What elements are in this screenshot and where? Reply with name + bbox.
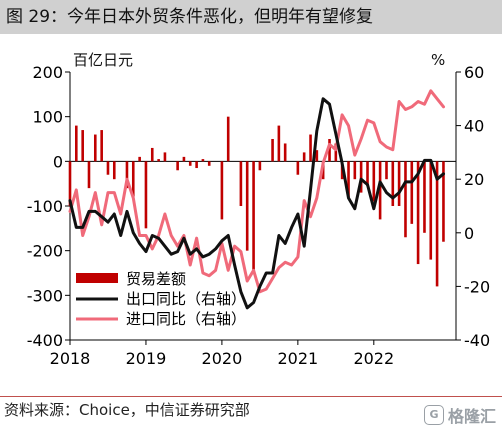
- left-tick-label: -400: [27, 331, 63, 350]
- trade-balance-bar: [220, 161, 224, 220]
- footer-divider: [0, 396, 502, 397]
- trade-balance-bar: [328, 139, 331, 162]
- right-axis-unit: %: [431, 51, 445, 69]
- right-tick-label: 60: [464, 63, 484, 82]
- trade-balance-bar: [296, 161, 300, 175]
- trade-balance-bar: [93, 134, 97, 162]
- trade-balance-bar: [106, 161, 110, 175]
- chart-container: 百亿日元% 200 100 0 -100 -200 -300 -400 60 40 20 0 -20 -4…: [0, 44, 502, 384]
- x-tick-label: 2020: [202, 349, 243, 368]
- trade-balance-bar: [442, 161, 445, 242]
- trade-balance-bar: [87, 161, 91, 189]
- trade-balance-bar: [68, 161, 72, 206]
- trade-balance-bar: [245, 161, 249, 251]
- trade-balance-bar: [125, 161, 129, 189]
- trade-balance-bar: [226, 116, 230, 162]
- trade-balance-bar: [302, 152, 306, 162]
- trade-balance-bar: [239, 161, 243, 206]
- legend-import-label: 进口同比（右轴）: [126, 310, 246, 328]
- right-tick-label: 40: [464, 117, 484, 136]
- trade-balance-bar: [397, 161, 401, 206]
- trade-balance-bar: [283, 143, 287, 162]
- left-tick-label: 200: [32, 63, 63, 82]
- trade-balance-bar: [252, 161, 255, 273]
- right-tick-label: -40: [464, 331, 490, 350]
- trade-balance-bar: [347, 161, 350, 198]
- trade-balance-bar: [195, 161, 198, 169]
- trade-balance-bar: [182, 156, 186, 162]
- trade-balance-bar: [366, 161, 369, 186]
- right-tick-label: -20: [464, 277, 490, 296]
- left-tick-label: 0: [53, 152, 63, 171]
- trade-balance-bar: [138, 156, 141, 162]
- legend-export-label: 出口同比（右轴）: [126, 290, 246, 308]
- trade-balance-bar: [112, 161, 116, 180]
- import-yoy-line: [68, 89, 445, 294]
- trade-balance-bar: [391, 161, 395, 206]
- x-tick-label: 2022: [353, 349, 394, 368]
- left-tick-label: -100: [27, 197, 63, 216]
- gelonghui-logo: G 格隆汇: [423, 403, 496, 427]
- trade-balance-bar: [429, 161, 433, 260]
- x-tick-label: 2018: [50, 349, 91, 368]
- right-tick-label: 0: [464, 224, 474, 243]
- trade-balance-bar: [423, 161, 426, 233]
- trade-balance-bar: [315, 150, 319, 162]
- trade-balance-bar: [385, 161, 388, 180]
- right-tick-label: 20: [464, 170, 484, 189]
- logo-icon: G: [423, 405, 444, 425]
- source-note: 资料来源：Choice，中信证券研究部: [4, 401, 250, 419]
- trade-balance-bar: [435, 161, 439, 287]
- trade-balance-bar: [277, 125, 281, 162]
- left-axis-unit: 百亿日元: [73, 51, 133, 69]
- x-tick-label: 2021: [277, 349, 318, 368]
- trade-balance-bar: [144, 161, 148, 229]
- trade-balance-bar: [378, 161, 382, 220]
- trade-balance-bar: [100, 130, 103, 162]
- trade-balance-bar: [207, 161, 211, 166]
- left-tick-label: -200: [27, 242, 63, 261]
- trade-balance-bar: [334, 143, 338, 162]
- trade-balance-bar: [410, 161, 414, 224]
- left-tick-label: 100: [32, 108, 63, 127]
- figure-title: 图 29：今年日本外贸条件恶化，但明年有望修复: [0, 0, 502, 34]
- legend-trade-label: 贸易差额: [126, 270, 186, 288]
- trade-balance-bar: [258, 161, 262, 171]
- legend-trade-swatch: [76, 273, 118, 283]
- trade-balance-bar: [157, 159, 160, 162]
- trade-balance-bar: [359, 161, 363, 193]
- trade-balance-bar: [188, 161, 192, 166]
- trade-balance-bar: [372, 161, 376, 202]
- trade-balance-bar: [309, 134, 312, 162]
- export-yoy-line: [68, 97, 445, 310]
- trade-balance-bar: [416, 161, 420, 265]
- trade-balance-bar: [81, 130, 84, 162]
- trade-balance-bar: [271, 139, 274, 162]
- left-tick-label: -300: [27, 286, 63, 305]
- trade-balance-bar: [353, 161, 357, 180]
- trade-balance-bar: [404, 161, 407, 238]
- trade-balance-bar: [75, 125, 78, 162]
- trade-balance-bar: [163, 152, 167, 162]
- trade-balance-bar: [150, 147, 154, 162]
- logo-text: 格隆汇: [447, 407, 496, 426]
- trade-balance-bar: [201, 159, 205, 162]
- trade-chart: 百亿日元 %2001000-100-200-300-4006040200-20-4…: [27, 51, 490, 368]
- x-tick-label: 2019: [126, 349, 167, 368]
- trade-balance-bar: [131, 161, 135, 198]
- trade-balance-bar: [176, 161, 179, 171]
